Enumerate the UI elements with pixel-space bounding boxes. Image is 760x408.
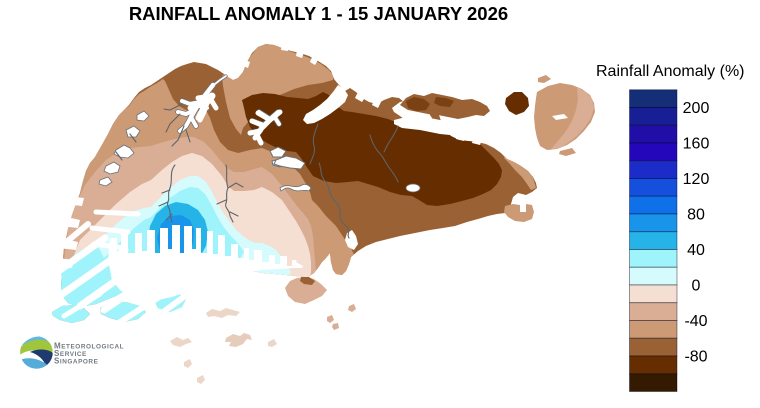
- svg-text:0: 0: [692, 278, 701, 295]
- svg-text:-80: -80: [684, 349, 707, 366]
- svg-text:40: 40: [687, 242, 705, 259]
- svg-text:120: 120: [683, 171, 710, 188]
- svg-text:SERVICE: SERVICE: [54, 349, 87, 358]
- svg-text:80: 80: [687, 207, 705, 224]
- svg-text:160: 160: [683, 136, 710, 153]
- svg-text:METEOROLOGICAL: METEOROLOGICAL: [54, 342, 124, 351]
- svg-text:200: 200: [683, 100, 710, 117]
- svg-text:SINGAPORE: SINGAPORE: [54, 357, 99, 366]
- svg-text:-40: -40: [684, 313, 707, 330]
